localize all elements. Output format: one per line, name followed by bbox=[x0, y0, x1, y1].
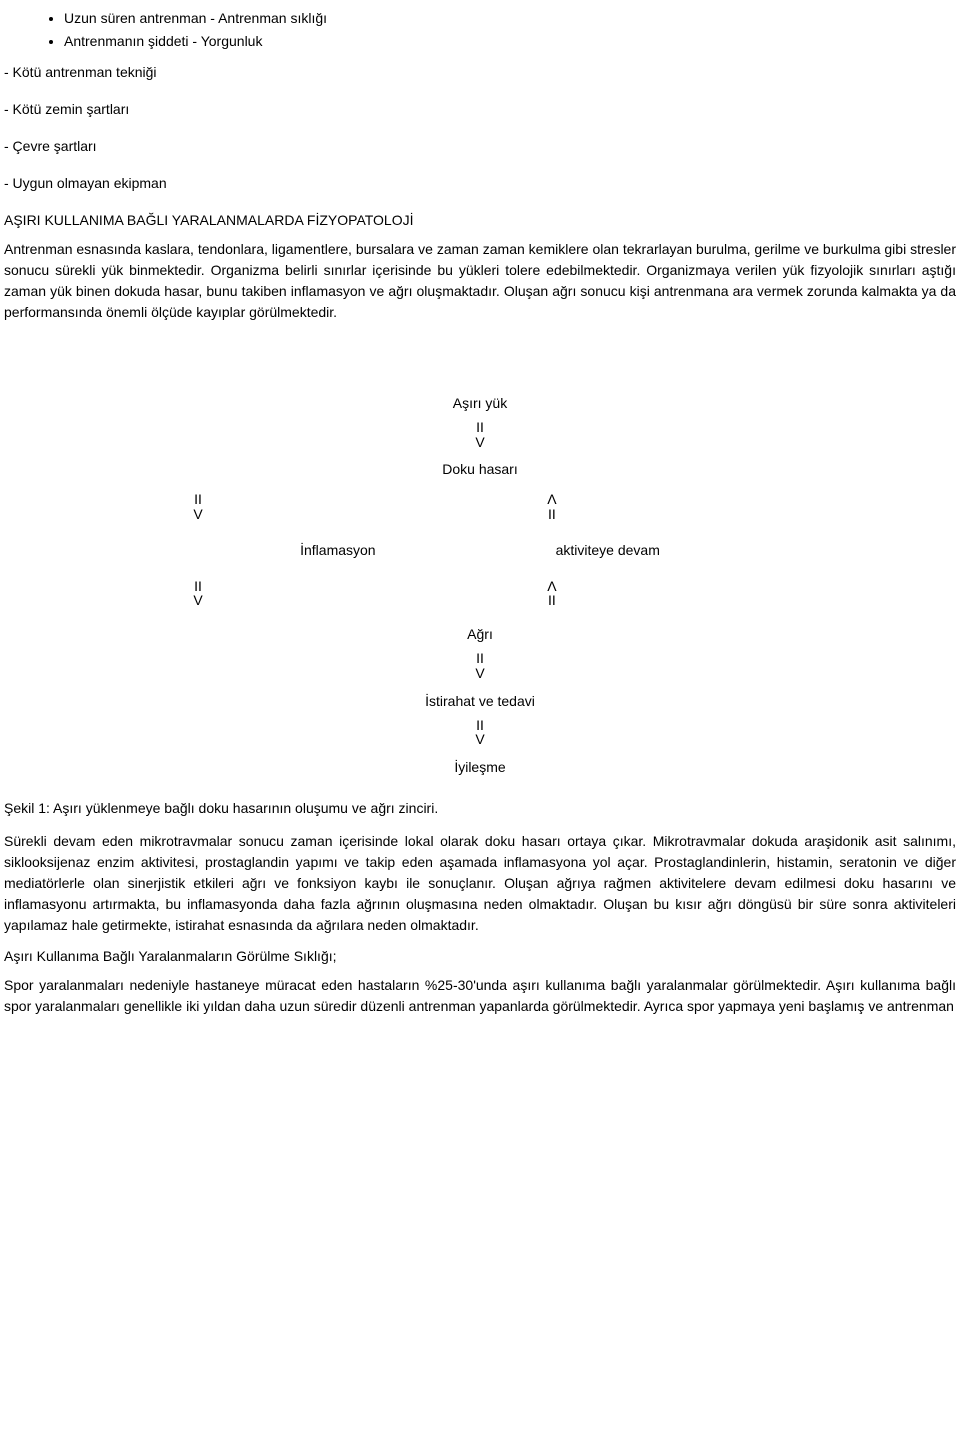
flow-node-asiri-yuk: Aşırı yük bbox=[4, 393, 956, 414]
figure-caption: Şekil 1: Aşırı yüklenmeye bağlı doku has… bbox=[4, 798, 956, 819]
arrow-up-icon: Λ II bbox=[272, 579, 832, 608]
dash-line: - Kötü zemin şartları bbox=[4, 99, 956, 120]
arrow-up-icon: Λ II bbox=[272, 492, 832, 521]
flow-node-inflamasyon: İnflamasyon bbox=[300, 540, 375, 561]
flow-node-aktiviteye-devam: aktiviteye devam bbox=[556, 540, 660, 561]
body-paragraph: Spor yaralanmaları nedeniyle hastaneye m… bbox=[4, 975, 956, 1017]
flow-arrow-row: II V Λ II bbox=[4, 486, 956, 527]
document-page: Uzun süren antrenman - Antrenman sıklığı… bbox=[0, 0, 960, 1031]
flow-node-iyilesme: İyileşme bbox=[4, 757, 956, 778]
flow-node-istirahat: İstirahat ve tedavi bbox=[4, 691, 956, 712]
arrow-down-icon: II V bbox=[4, 718, 956, 747]
arrow-down-icon: II V bbox=[4, 420, 956, 449]
dash-line: - Çevre şartları bbox=[4, 136, 956, 157]
body-paragraph: Antrenman esnasında kaslara, tendonlara,… bbox=[4, 239, 956, 323]
dash-line: - Uygun olmayan ekipman bbox=[4, 173, 956, 194]
dash-line: - Kötü antrenman tekniği bbox=[4, 62, 956, 83]
bullet-list: Uzun süren antrenman - Antrenman sıklığı… bbox=[4, 8, 956, 52]
arrow-down-icon: II V bbox=[4, 651, 956, 680]
body-paragraph: Sürekli devam eden mikrotravmalar sonucu… bbox=[4, 831, 956, 936]
flow-node-agri: Ağrı bbox=[4, 624, 956, 645]
list-item: Antrenmanın şiddeti - Yorgunluk bbox=[64, 31, 956, 52]
list-item: Uzun süren antrenman - Antrenman sıklığı bbox=[64, 8, 956, 29]
flowchart: Aşırı yük II V Doku hasarı II V Λ II İnf… bbox=[4, 393, 956, 778]
list-item-text: Antrenmanın şiddeti - Yorgunluk bbox=[64, 33, 262, 49]
section-heading: AŞIRI KULLANIMA BAĞLI YARALANMALARDA FİZ… bbox=[4, 210, 956, 231]
flow-node-doku-hasari: Doku hasarı bbox=[4, 459, 956, 480]
flow-branch-row: İnflamasyon aktiviteye devam bbox=[4, 540, 956, 561]
arrow-down-icon: II V bbox=[128, 579, 268, 608]
list-item-text: Uzun süren antrenman - Antrenman sıklığı bbox=[64, 10, 327, 26]
sub-heading: Aşırı Kullanıma Bağlı Yaralanmaların Gör… bbox=[4, 946, 956, 967]
arrow-down-icon: II V bbox=[128, 492, 268, 521]
flow-arrow-row: II V Λ II bbox=[4, 573, 956, 614]
